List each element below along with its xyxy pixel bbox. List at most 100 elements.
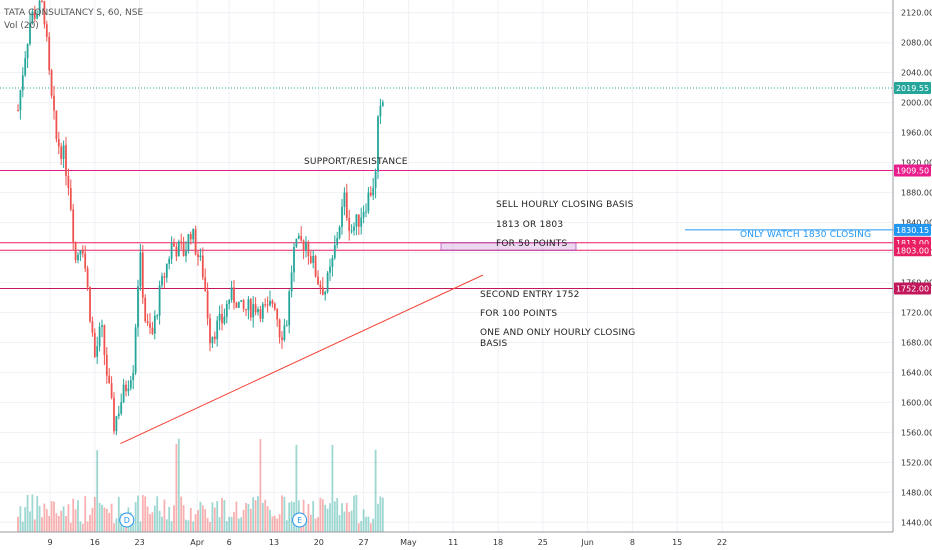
volume-bar bbox=[331, 444, 334, 532]
only-watch-note[interactable]: ONLY WATCH 1830 CLOSING bbox=[740, 230, 872, 240]
candle-body bbox=[158, 285, 161, 316]
candle-body bbox=[264, 304, 267, 306]
candle-body bbox=[209, 318, 211, 344]
candle-body bbox=[110, 383, 113, 398]
volume-bar bbox=[199, 501, 202, 532]
volume-bar bbox=[271, 516, 274, 532]
candle-body bbox=[65, 145, 67, 177]
volume-bar bbox=[369, 523, 372, 532]
sell-note-line2[interactable]: 1813 OR 1803 bbox=[496, 220, 564, 230]
volume-bar bbox=[365, 516, 367, 532]
candle-body bbox=[302, 240, 305, 251]
volume-bar bbox=[158, 510, 161, 532]
volume-bar bbox=[290, 501, 293, 532]
volume-bar bbox=[105, 508, 108, 532]
volume-bar bbox=[295, 444, 298, 532]
volume-bar bbox=[153, 505, 156, 532]
volume-bar bbox=[211, 502, 214, 532]
candle-body bbox=[79, 250, 82, 255]
volume-bar bbox=[93, 497, 96, 532]
candle-body bbox=[218, 313, 221, 321]
volume-bar bbox=[72, 498, 75, 532]
candle-body bbox=[125, 384, 127, 392]
candle-body bbox=[62, 145, 65, 159]
candle-body bbox=[151, 327, 154, 334]
volume-bar bbox=[319, 497, 322, 532]
price-level-badge bbox=[894, 244, 931, 257]
support-resistance-label[interactable]: SUPPORT/RESISTANCE bbox=[304, 157, 408, 167]
candle-body bbox=[372, 187, 375, 196]
horizontal-levels[interactable] bbox=[0, 87, 893, 289]
price-level-badge-label: 1752.00 bbox=[896, 284, 929, 293]
volume-bar bbox=[273, 515, 276, 532]
event-marker bbox=[119, 512, 135, 528]
candle-body bbox=[348, 217, 351, 231]
candle-body bbox=[24, 58, 27, 76]
volume-bar bbox=[50, 501, 53, 532]
volume-bar bbox=[180, 496, 183, 532]
volume-bar bbox=[187, 520, 190, 532]
volume-bar bbox=[67, 504, 70, 532]
volume-bar bbox=[175, 443, 178, 532]
candle-body bbox=[225, 304, 228, 317]
sell-note-line3[interactable]: FOR 50 POINTS bbox=[496, 239, 568, 249]
candle-body bbox=[360, 217, 363, 227]
candle-body bbox=[175, 246, 178, 257]
candle-body bbox=[98, 326, 101, 347]
volume-bar bbox=[170, 521, 173, 532]
candle-body bbox=[163, 276, 166, 278]
price-axis[interactable]: 2120.00 2080.00 2040.00 2000.00 1960.00 1920.… bbox=[892, 0, 932, 532]
candle-body bbox=[290, 272, 293, 292]
candle-body bbox=[341, 206, 343, 227]
candle-body bbox=[343, 192, 346, 207]
time-tick-label: 8 bbox=[630, 538, 635, 547]
candle-body bbox=[192, 229, 195, 240]
candle-body bbox=[240, 300, 243, 302]
volume-bar bbox=[343, 511, 346, 532]
candle-body bbox=[369, 192, 372, 196]
candle-body bbox=[117, 413, 120, 417]
for-100-points-note[interactable]: FOR 100 POINTS bbox=[480, 309, 558, 319]
volume-bar bbox=[357, 523, 360, 532]
price-level-badge bbox=[894, 223, 931, 236]
time-axis[interactable]: 9 16 23 Apr 6 13 20 27 May 11 18 25 Jun 8 15 22 D E bbox=[0, 512, 893, 547]
candle-body bbox=[69, 188, 72, 210]
candle-body bbox=[108, 375, 111, 384]
candle-body bbox=[321, 287, 324, 295]
volume-bar bbox=[345, 502, 348, 532]
volume-bar bbox=[333, 501, 336, 532]
candle-body bbox=[235, 302, 238, 308]
volume-bar bbox=[98, 502, 101, 532]
trendline[interactable] bbox=[120, 274, 484, 445]
volume-bar bbox=[197, 510, 199, 532]
candle-body bbox=[17, 110, 19, 112]
candle-body bbox=[211, 336, 214, 344]
volume-bar bbox=[353, 495, 355, 532]
volume-bar bbox=[228, 516, 231, 532]
volume-bar bbox=[182, 505, 185, 532]
volume-bar bbox=[249, 508, 252, 532]
volume-bar bbox=[146, 506, 149, 532]
volume-bar bbox=[165, 519, 168, 532]
volume-bar bbox=[84, 496, 87, 532]
event-marker bbox=[292, 512, 308, 528]
volume-bar bbox=[321, 499, 324, 532]
candle-body bbox=[127, 388, 130, 392]
hourly-closing-note[interactable]: ONE AND ONLY HOURLY CLOSING BASIS bbox=[480, 328, 636, 349]
time-tick-label: 23 bbox=[135, 538, 145, 547]
candle-body bbox=[357, 214, 360, 227]
sell-note-line1[interactable]: SELL HOURLY CLOSING BASIS bbox=[496, 200, 634, 210]
volume-bar bbox=[189, 508, 192, 532]
volume-bar bbox=[264, 499, 267, 532]
second-entry-note[interactable]: SECOND ENTRY 1752 bbox=[480, 290, 580, 300]
candle-body bbox=[367, 192, 370, 212]
volume-bar bbox=[245, 502, 247, 532]
volume-bar bbox=[17, 516, 19, 532]
volume-bar bbox=[79, 521, 82, 532]
volume-bar bbox=[223, 500, 226, 532]
volume-bar bbox=[377, 503, 379, 532]
candle-body bbox=[53, 95, 55, 111]
candle-body bbox=[103, 325, 106, 355]
candle-body bbox=[120, 402, 123, 414]
